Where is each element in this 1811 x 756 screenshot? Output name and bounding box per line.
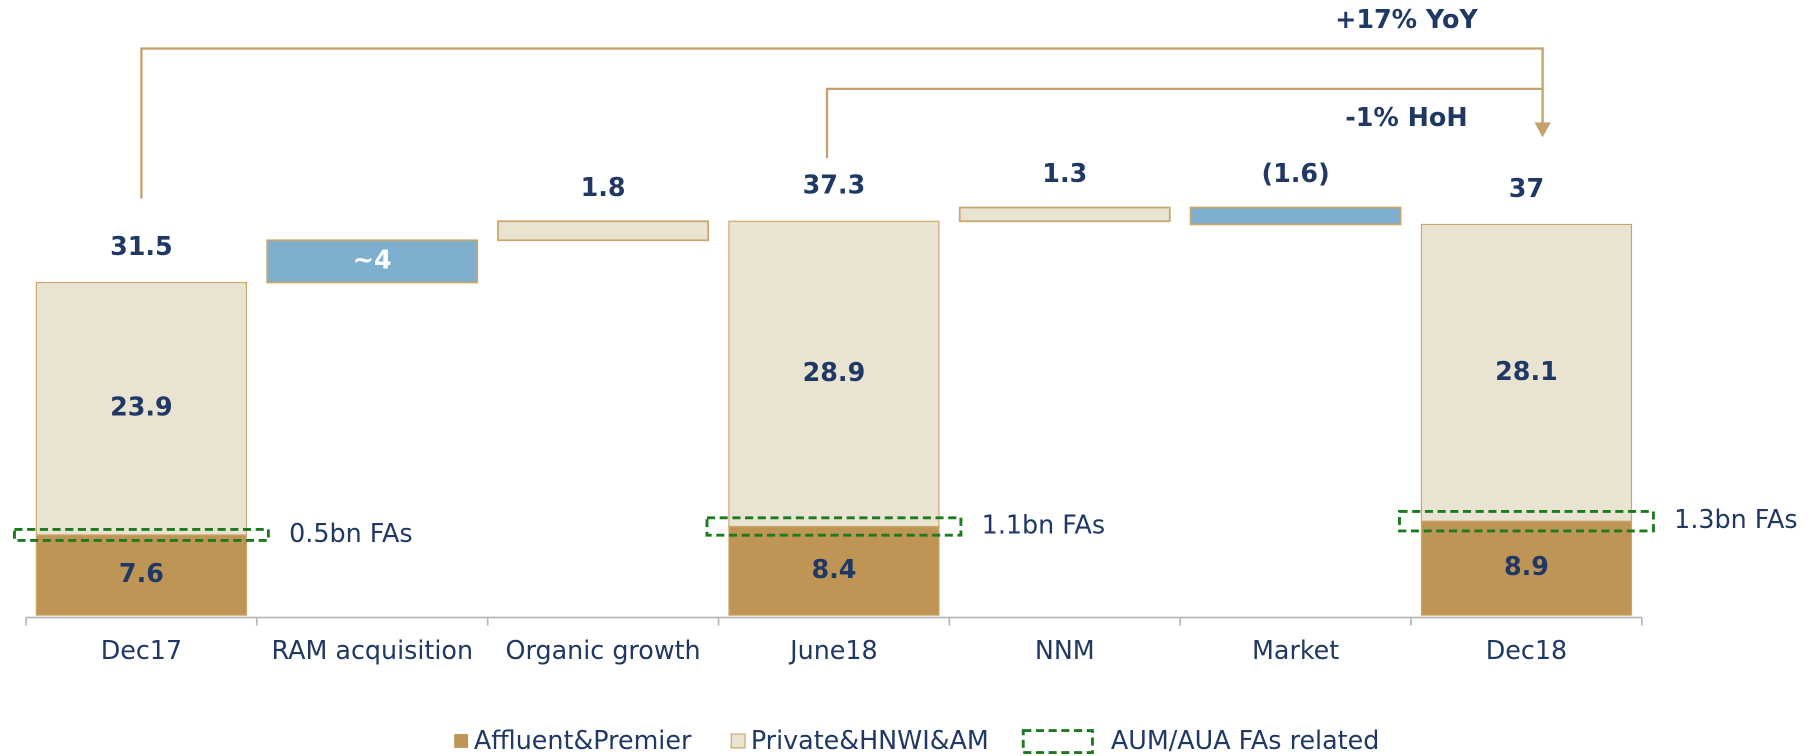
x-tick-label: Dec18 (1486, 635, 1567, 665)
segment-label: 28.1 (1495, 356, 1558, 386)
fa-label: 1.1bn FAs (982, 509, 1105, 539)
fa-label: 0.5bn FAs (289, 518, 412, 548)
x-tick-label: NNM (1035, 635, 1095, 665)
legend-swatch (454, 734, 469, 748)
fa-label: 1.3bn FAs (1674, 504, 1797, 534)
change-bar (497, 220, 709, 242)
bracket-arrow (1534, 122, 1551, 138)
x-tick-label: Organic growth (506, 635, 701, 665)
segment-label: 8.9 (1504, 551, 1549, 581)
hoh-bracket (825, 87, 1543, 159)
segment-label: 23.9 (110, 392, 173, 422)
affluent-bar (1420, 520, 1633, 616)
legend-swatch (1021, 729, 1094, 754)
x-tick-label: RAM acquisition (271, 635, 473, 665)
x-tick-label: June18 (788, 635, 878, 665)
total-label: 37.3 (803, 170, 866, 200)
change-bar (266, 239, 479, 284)
change-label: ~4 (353, 244, 392, 274)
private-bar (1420, 223, 1633, 522)
change-bar (1189, 206, 1402, 226)
fa-box (1398, 510, 1655, 533)
segment-label: 28.9 (803, 357, 866, 387)
total-label: 31.5 (110, 231, 173, 261)
private-bar (35, 281, 248, 536)
change-bar (958, 206, 1171, 223)
segment-label: 7.6 (119, 558, 164, 588)
change-label: 1.8 (581, 172, 626, 202)
legend-label: Private&HNWI&AM (751, 725, 989, 755)
total-label: 37 (1509, 173, 1544, 203)
yoy-bracket (140, 47, 1544, 199)
legend-label: Affluent&Premier (474, 725, 692, 755)
change-label: 1.3 (1042, 158, 1087, 188)
fa-box (705, 516, 963, 537)
fa-box (13, 527, 270, 542)
affluent-bar (35, 534, 248, 616)
x-tick-label: Market (1252, 635, 1339, 665)
hoh-annotation: -1% HoH (1345, 102, 1467, 132)
yoy-annotation: +17% YoY (1335, 4, 1478, 34)
legend-swatch (730, 733, 746, 749)
legend-label: AUM/AUA FAs related (1111, 725, 1379, 755)
change-label: (1.6) (1262, 158, 1330, 188)
x-tick-label: Dec17 (101, 635, 182, 665)
segment-label: 8.4 (811, 554, 856, 584)
private-bar (728, 220, 940, 528)
brackets (140, 47, 1544, 199)
